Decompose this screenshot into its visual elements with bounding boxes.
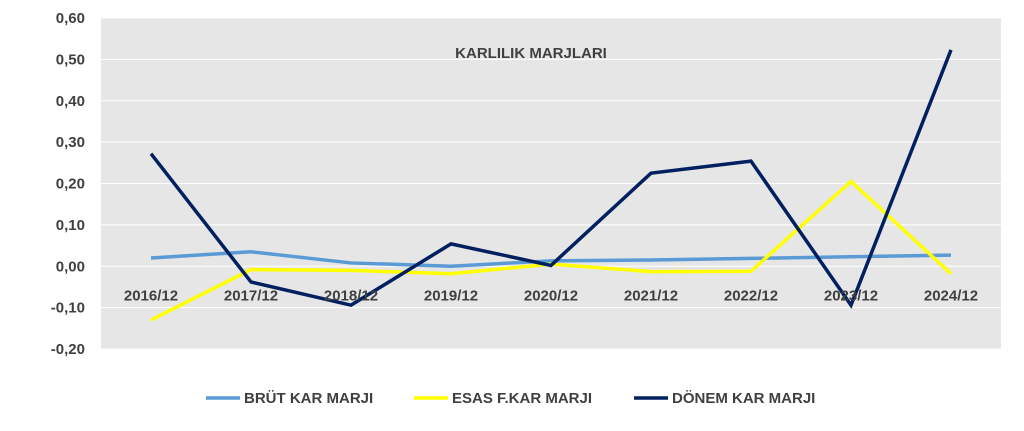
chart-title: KARLILIK MARJLARI xyxy=(455,45,607,62)
y-tick-label: 0,30 xyxy=(56,134,85,151)
x-tick-label: 2020/12 xyxy=(524,287,578,304)
x-tick-label: 2018/12 xyxy=(324,287,378,304)
y-tick-label: 0,60 xyxy=(56,10,85,27)
legend: BRÜT KAR MARJI ESAS F.KAR MARJI DÖNEM KAR … xyxy=(206,390,815,407)
x-tick-label: 2017/12 xyxy=(224,287,278,304)
x-tick-label: 2021/12 xyxy=(624,287,678,304)
x-tick-label: 2022/12 xyxy=(724,287,778,304)
y-tick-label: 0,20 xyxy=(56,176,85,193)
y-axis-ticks: -0,20 -0,10 0,00 0,10 0,20 0,30 0,40 0,50 0,60 xyxy=(51,10,85,358)
y-tick-label: 0,00 xyxy=(56,258,85,275)
legend-label: ESAS F.KAR MARJI xyxy=(452,390,592,407)
x-axis-ticks: 2016/12 2017/12 2018/12 2019/12 2020/12 2021/… xyxy=(124,287,978,304)
series-line-d-nem-kar-marji xyxy=(149,49,953,309)
y-tick-label: 0,10 xyxy=(56,217,85,234)
y-tick-label: 0,50 xyxy=(56,51,85,68)
y-tick-label: -0,10 xyxy=(51,300,85,317)
y-tick-label: -0,20 xyxy=(51,341,85,358)
y-tick-label: 0,40 xyxy=(56,93,85,110)
series-lines xyxy=(149,49,953,322)
x-tick-label: 2016/12 xyxy=(124,287,178,304)
x-tick-label: 2024/12 xyxy=(924,287,978,304)
legend-label: BRÜT KAR MARJI xyxy=(244,390,373,407)
x-tick-label: 2019/12 xyxy=(424,287,478,304)
x-tick-label: 2023/12 xyxy=(824,287,878,304)
legend-label: DÖNEM KAR MARJI xyxy=(672,390,815,407)
